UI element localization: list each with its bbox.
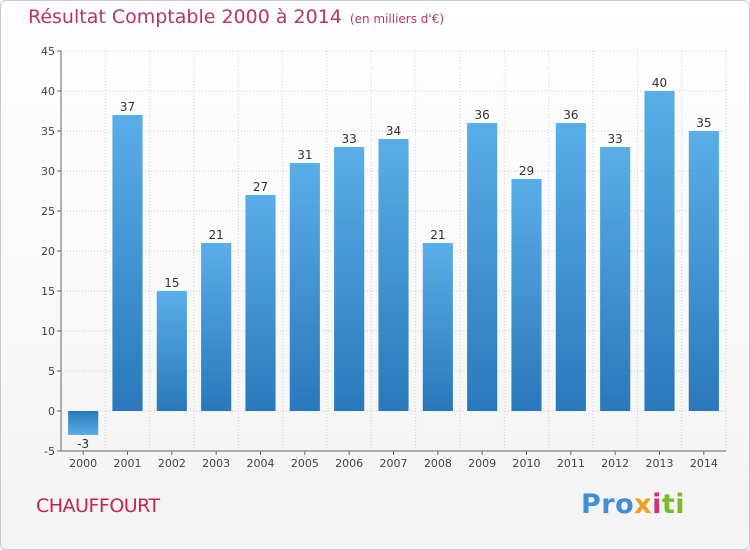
data-label-2006: 33: [342, 132, 357, 146]
bar-2001: [112, 115, 143, 411]
data-label-2008: 21: [430, 228, 445, 242]
bar-2000: [68, 411, 99, 435]
data-label-2011: 36: [563, 108, 578, 122]
bar-2008: [422, 243, 453, 411]
data-label-2014: 35: [696, 116, 711, 130]
bar-2013: [644, 91, 675, 411]
y-tick-label: 30: [41, 165, 55, 178]
bar-2004: [245, 195, 276, 411]
data-label-2012: 33: [608, 132, 623, 146]
y-tick-label: 20: [41, 245, 55, 258]
x-tick-label-2012: 2012: [601, 457, 629, 470]
bar-2002: [156, 291, 187, 411]
x-tick-label-2008: 2008: [424, 457, 452, 470]
chart-title: Résultat Comptable 2000 à 2014 (en millie…: [28, 6, 444, 28]
chart-title-text: Résultat Comptable 2000 à 2014: [28, 6, 342, 28]
bar-2007: [378, 139, 409, 411]
data-label-2005: 31: [297, 148, 312, 162]
commune-name: CHAUFFOURT: [36, 495, 160, 517]
y-tick-label: -5: [44, 445, 55, 458]
data-label-2001: 37: [120, 100, 135, 114]
bar-2011: [555, 123, 586, 411]
bar-2012: [600, 147, 631, 411]
x-tick-label-2000: 2000: [69, 457, 97, 470]
x-tick-label-2004: 2004: [247, 457, 275, 470]
bar-2010: [511, 179, 542, 411]
x-tick-label-2001: 2001: [114, 457, 142, 470]
x-tick-label-2013: 2013: [646, 457, 674, 470]
x-tick-label-2005: 2005: [291, 457, 319, 470]
x-tick-label-2010: 2010: [513, 457, 541, 470]
data-label-2013: 40: [652, 76, 667, 90]
y-tick-label: 15: [41, 285, 55, 298]
data-label-2003: 21: [209, 228, 224, 242]
data-label-2000: -3: [77, 437, 89, 451]
data-label-2010: 29: [519, 164, 534, 178]
y-tick-label: 25: [41, 205, 55, 218]
bar-2005: [289, 163, 320, 411]
bars: [68, 91, 719, 435]
bar-2003: [201, 243, 232, 411]
data-label-2004: 27: [253, 180, 268, 194]
y-tick-label: 35: [41, 125, 55, 138]
labels: -5 0 5 10 15 20 25 30 35 40 45 -3 2000 37 2001 15 2002 21…: [41, 45, 718, 470]
x-tick-label-2002: 2002: [158, 457, 186, 470]
x-tick-label-2003: 2003: [202, 457, 230, 470]
bar-2014: [688, 131, 719, 411]
bar-2006: [334, 147, 365, 411]
axes: [57, 50, 726, 455]
chart-unit-note: (en milliers d'€): [349, 12, 445, 26]
data-label-2009: 36: [475, 108, 490, 122]
grid-lines: [60, 50, 727, 452]
y-tick-label: 45: [41, 45, 55, 58]
data-label-2007: 34: [386, 124, 401, 138]
x-tick-label-2009: 2009: [468, 457, 496, 470]
y-tick-label: 40: [41, 85, 55, 98]
data-label-2002: 15: [164, 276, 179, 290]
proxiti-logo: Proxiti: [581, 489, 686, 520]
y-tick-label: 5: [48, 365, 55, 378]
x-tick-label-2007: 2007: [380, 457, 408, 470]
bar-2009: [467, 123, 498, 411]
y-tick-label: 10: [41, 325, 55, 338]
y-tick-label: 0: [48, 405, 55, 418]
x-tick-label-2014: 2014: [690, 457, 718, 470]
x-tick-label-2011: 2011: [557, 457, 585, 470]
x-tick-label-2006: 2006: [335, 457, 363, 470]
